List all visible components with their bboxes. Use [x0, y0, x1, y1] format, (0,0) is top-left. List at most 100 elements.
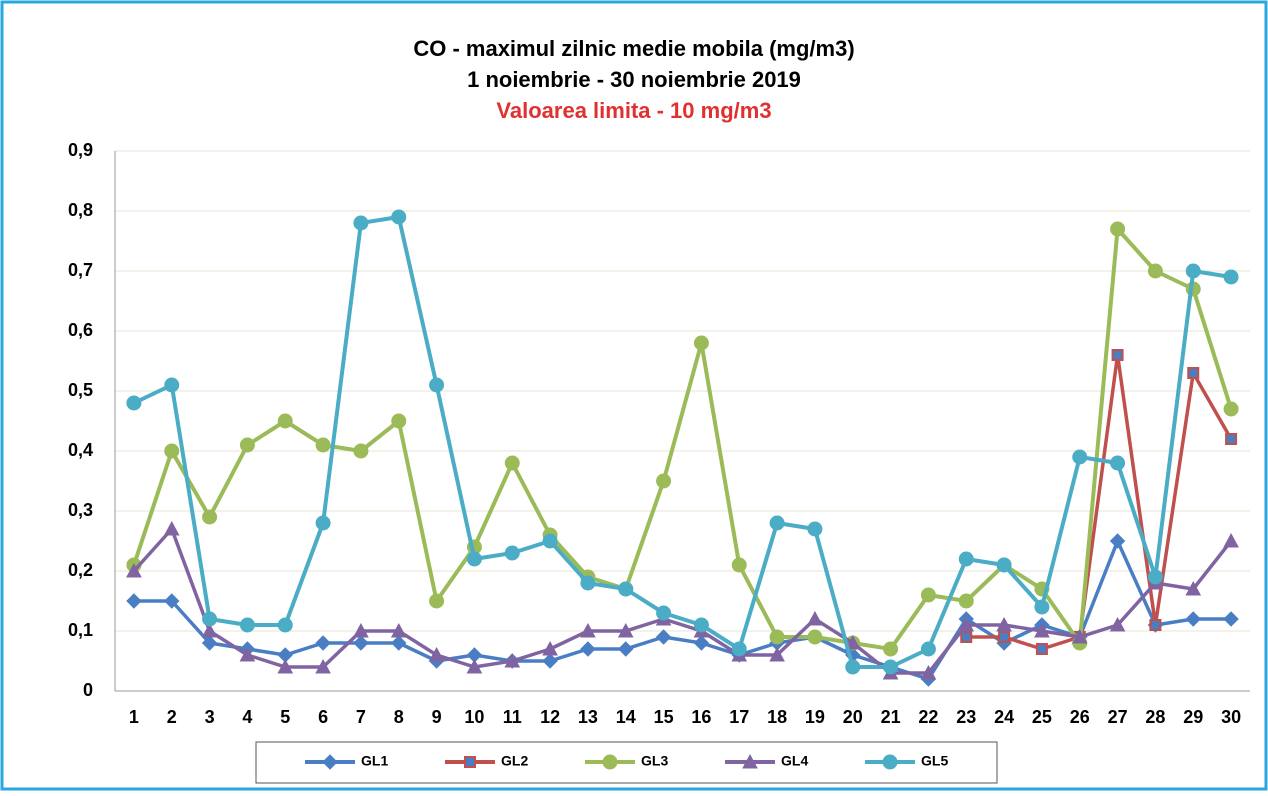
- data-point: [883, 641, 899, 657]
- data-point: [164, 377, 180, 393]
- data-point: [920, 641, 936, 657]
- data-point: [958, 616, 975, 632]
- data-point: [807, 521, 823, 537]
- legend-marker: [882, 754, 898, 770]
- x-tick-label: 18: [767, 707, 787, 727]
- data-point: [315, 658, 331, 674]
- data-point: [201, 622, 218, 638]
- data-point: [1185, 263, 1201, 279]
- data-point: [239, 617, 255, 633]
- series-line: [133, 215, 1232, 669]
- legend-label: GL2: [501, 753, 528, 769]
- data-point: [580, 641, 596, 657]
- x-tick-label: 17: [729, 707, 749, 727]
- data-point: [542, 653, 558, 669]
- x-tick-label: 14: [616, 707, 636, 727]
- data-point: [1223, 611, 1239, 627]
- data-point: [504, 652, 521, 668]
- y-tick-label: 0,6: [68, 320, 93, 340]
- data-point: [391, 635, 407, 651]
- data-point: [996, 557, 1012, 573]
- data-point: [1035, 643, 1048, 655]
- x-tick-label: 12: [540, 707, 560, 727]
- data-point: [656, 605, 672, 621]
- x-tick-label: 9: [432, 707, 442, 727]
- data-point: [920, 587, 936, 603]
- data-point: [844, 634, 861, 650]
- x-tick-label: 30: [1221, 707, 1241, 727]
- x-tick-label: 24: [994, 707, 1014, 727]
- data-point: [277, 413, 293, 429]
- data-point: [1223, 401, 1239, 417]
- data-point: [126, 562, 142, 578]
- data-point: [693, 617, 709, 633]
- legend-label: GL4: [781, 753, 808, 769]
- data-point: [1111, 349, 1124, 361]
- data-point: [920, 664, 937, 680]
- x-tick-label: 23: [956, 707, 976, 727]
- data-point: [201, 635, 218, 651]
- data-point: [353, 443, 369, 459]
- legend-label: GL1: [361, 753, 388, 769]
- legend-marker: [602, 754, 618, 770]
- data-point: [731, 557, 747, 573]
- data-point: [960, 631, 973, 643]
- data-point: [1109, 616, 1126, 632]
- data-point: [390, 622, 407, 638]
- data-point: [504, 545, 520, 561]
- x-tick-label: 5: [280, 707, 290, 727]
- data-point: [807, 629, 823, 645]
- x-tick-label: 29: [1183, 707, 1203, 727]
- x-tick-label: 4: [242, 707, 252, 727]
- data-point: [731, 641, 747, 657]
- data-point: [996, 616, 1012, 632]
- data-point: [1187, 367, 1200, 379]
- data-point: [1223, 532, 1239, 548]
- x-tick-label: 11: [503, 707, 522, 727]
- data-point: [239, 437, 255, 453]
- data-point: [1110, 221, 1126, 237]
- data-point: [1110, 455, 1126, 471]
- data-point: [656, 473, 672, 489]
- x-tick-label: 22: [918, 707, 938, 727]
- data-point: [353, 635, 369, 651]
- y-tick-label: 0: [83, 680, 93, 700]
- data-point: [958, 551, 974, 567]
- data-point: [164, 443, 180, 459]
- data-point: [126, 395, 142, 411]
- data-point: [391, 209, 407, 225]
- data-point: [239, 646, 256, 662]
- series-line: [966, 353, 1233, 651]
- x-tick-label: 7: [356, 707, 366, 727]
- x-tick-label: 26: [1070, 707, 1090, 727]
- x-tick-label: 25: [1032, 707, 1052, 727]
- data-point: [504, 455, 520, 471]
- data-point: [1147, 263, 1163, 279]
- data-point: [769, 629, 785, 645]
- legend-label: GL3: [641, 753, 668, 769]
- data-point: [1072, 449, 1088, 465]
- data-point: [202, 509, 218, 525]
- series-line: [133, 539, 1232, 681]
- annotation: Valoarea limita - 10 mg/m3: [496, 98, 771, 123]
- data-point: [1185, 611, 1201, 627]
- data-point: [315, 437, 331, 453]
- data-point: [580, 622, 596, 638]
- data-point: [466, 658, 483, 674]
- data-point: [315, 635, 331, 651]
- data-point: [1149, 619, 1162, 631]
- x-tick-label: 19: [805, 707, 825, 727]
- data-point: [542, 533, 558, 549]
- x-tick-label: 2: [167, 707, 177, 727]
- data-point: [693, 635, 710, 651]
- data-point: [466, 551, 482, 567]
- data-point: [807, 610, 823, 626]
- data-point: [998, 631, 1011, 643]
- x-tick-label: 6: [318, 707, 328, 727]
- x-tick-label: 8: [394, 707, 404, 727]
- x-tick-label: 20: [843, 707, 863, 727]
- data-point: [1225, 433, 1238, 445]
- data-point: [202, 611, 218, 627]
